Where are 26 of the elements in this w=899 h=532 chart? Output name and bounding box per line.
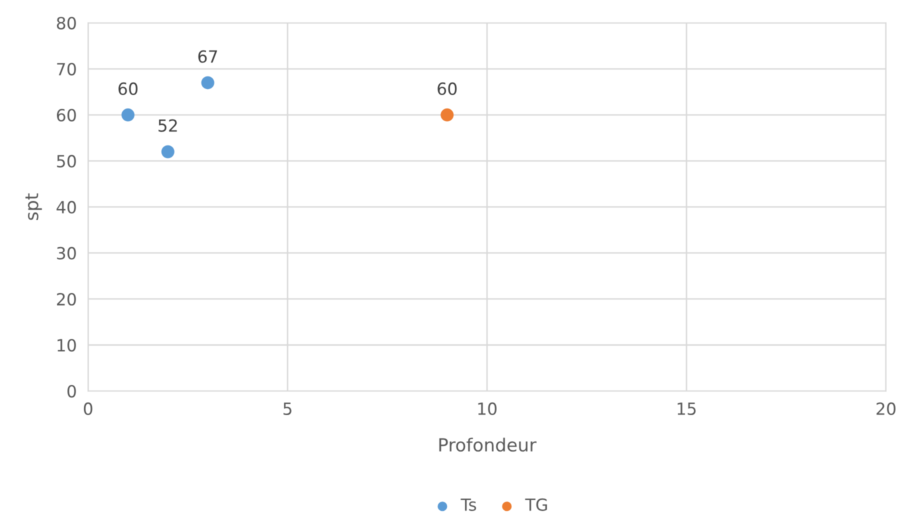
data-label: 67 (198, 50, 217, 63)
point (121, 108, 134, 122)
y-tick-label: 30 (57, 246, 76, 260)
data-label: 60 (118, 82, 138, 96)
y-tick-label: 70 (57, 62, 76, 76)
y-tick-label: 60 (56, 108, 76, 122)
x-axis-title: Profondeur (439, 438, 536, 452)
legend-label: TG (525, 498, 547, 511)
y-tick-label: 20 (57, 292, 76, 306)
x-tick-label: 20 (876, 402, 896, 416)
x-tick-label: 10 (478, 402, 497, 416)
x-tick-label: 5 (284, 402, 292, 416)
x-tick-label: 15 (678, 402, 696, 416)
point (201, 76, 214, 90)
point (440, 108, 454, 122)
y-tick-label: 80 (56, 16, 76, 30)
data-label: 60 (438, 82, 457, 96)
data-label: 52 (158, 119, 177, 132)
x-tick-label: 0 (84, 402, 92, 416)
y-tick-label: 40 (56, 200, 76, 214)
y-tick-label: 10 (58, 338, 76, 352)
y-axis-title: spt (25, 193, 42, 220)
y-tick-label: 50 (57, 154, 76, 168)
y-tick-label: 0 (67, 384, 76, 398)
legend-label: Ts (460, 498, 476, 511)
point (161, 145, 174, 158)
